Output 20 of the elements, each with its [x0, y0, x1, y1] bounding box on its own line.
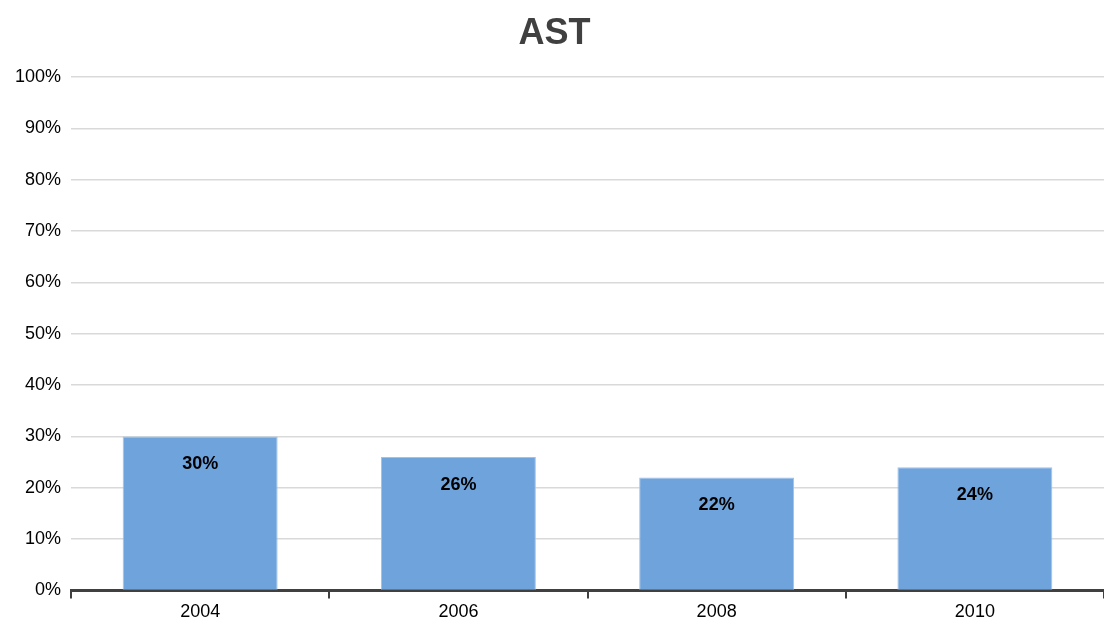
y-tick-label: 0% [35, 579, 62, 600]
data-label: 30% [182, 453, 219, 474]
y-tick-label: 50% [25, 322, 62, 343]
x-tick-label: 2004 [180, 601, 221, 622]
data-label: 22% [698, 494, 735, 515]
y-tick-label: 80% [25, 168, 62, 189]
data-label: 26% [440, 473, 477, 494]
y-tick-label: 10% [25, 528, 62, 549]
x-tick-label: 2008 [696, 601, 737, 622]
data-label: 24% [956, 484, 993, 505]
y-tick-label: 40% [25, 374, 62, 395]
y-tick-label: 90% [25, 117, 62, 138]
y-tick-label: 60% [25, 271, 62, 292]
x-tick-label: 2010 [954, 601, 995, 622]
y-tick-label: 30% [25, 425, 62, 446]
y-tick-label: 20% [25, 476, 62, 497]
y-tick-label: 100% [14, 66, 62, 87]
x-tick-label: 2006 [438, 601, 479, 622]
chart-title: AST [518, 10, 591, 52]
y-tick-label: 70% [25, 220, 62, 241]
